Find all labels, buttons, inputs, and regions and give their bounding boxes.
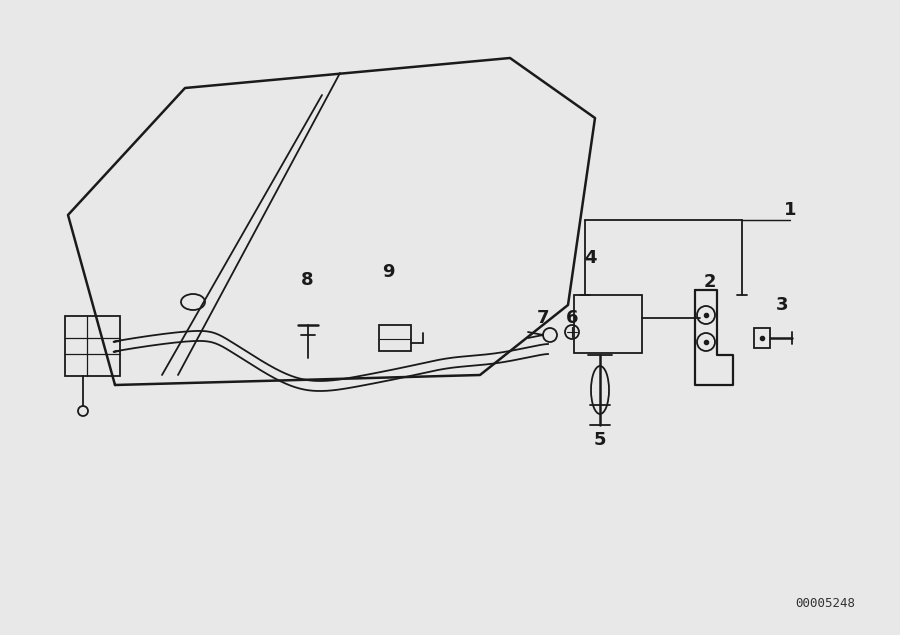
Text: 9: 9 [382,263,394,281]
Text: 3: 3 [776,296,788,314]
Bar [65,316,120,376]
Text: 7: 7 [536,309,549,327]
Bar [754,328,770,348]
Bar [574,295,642,353]
Text: 1: 1 [784,201,796,219]
Text: 00005248: 00005248 [795,597,855,610]
Text: 4: 4 [584,249,596,267]
Bar [379,325,411,351]
Text: 8: 8 [301,271,313,289]
Text: 5: 5 [594,431,607,449]
Text: 6: 6 [566,309,578,327]
Text: 2: 2 [704,273,716,291]
